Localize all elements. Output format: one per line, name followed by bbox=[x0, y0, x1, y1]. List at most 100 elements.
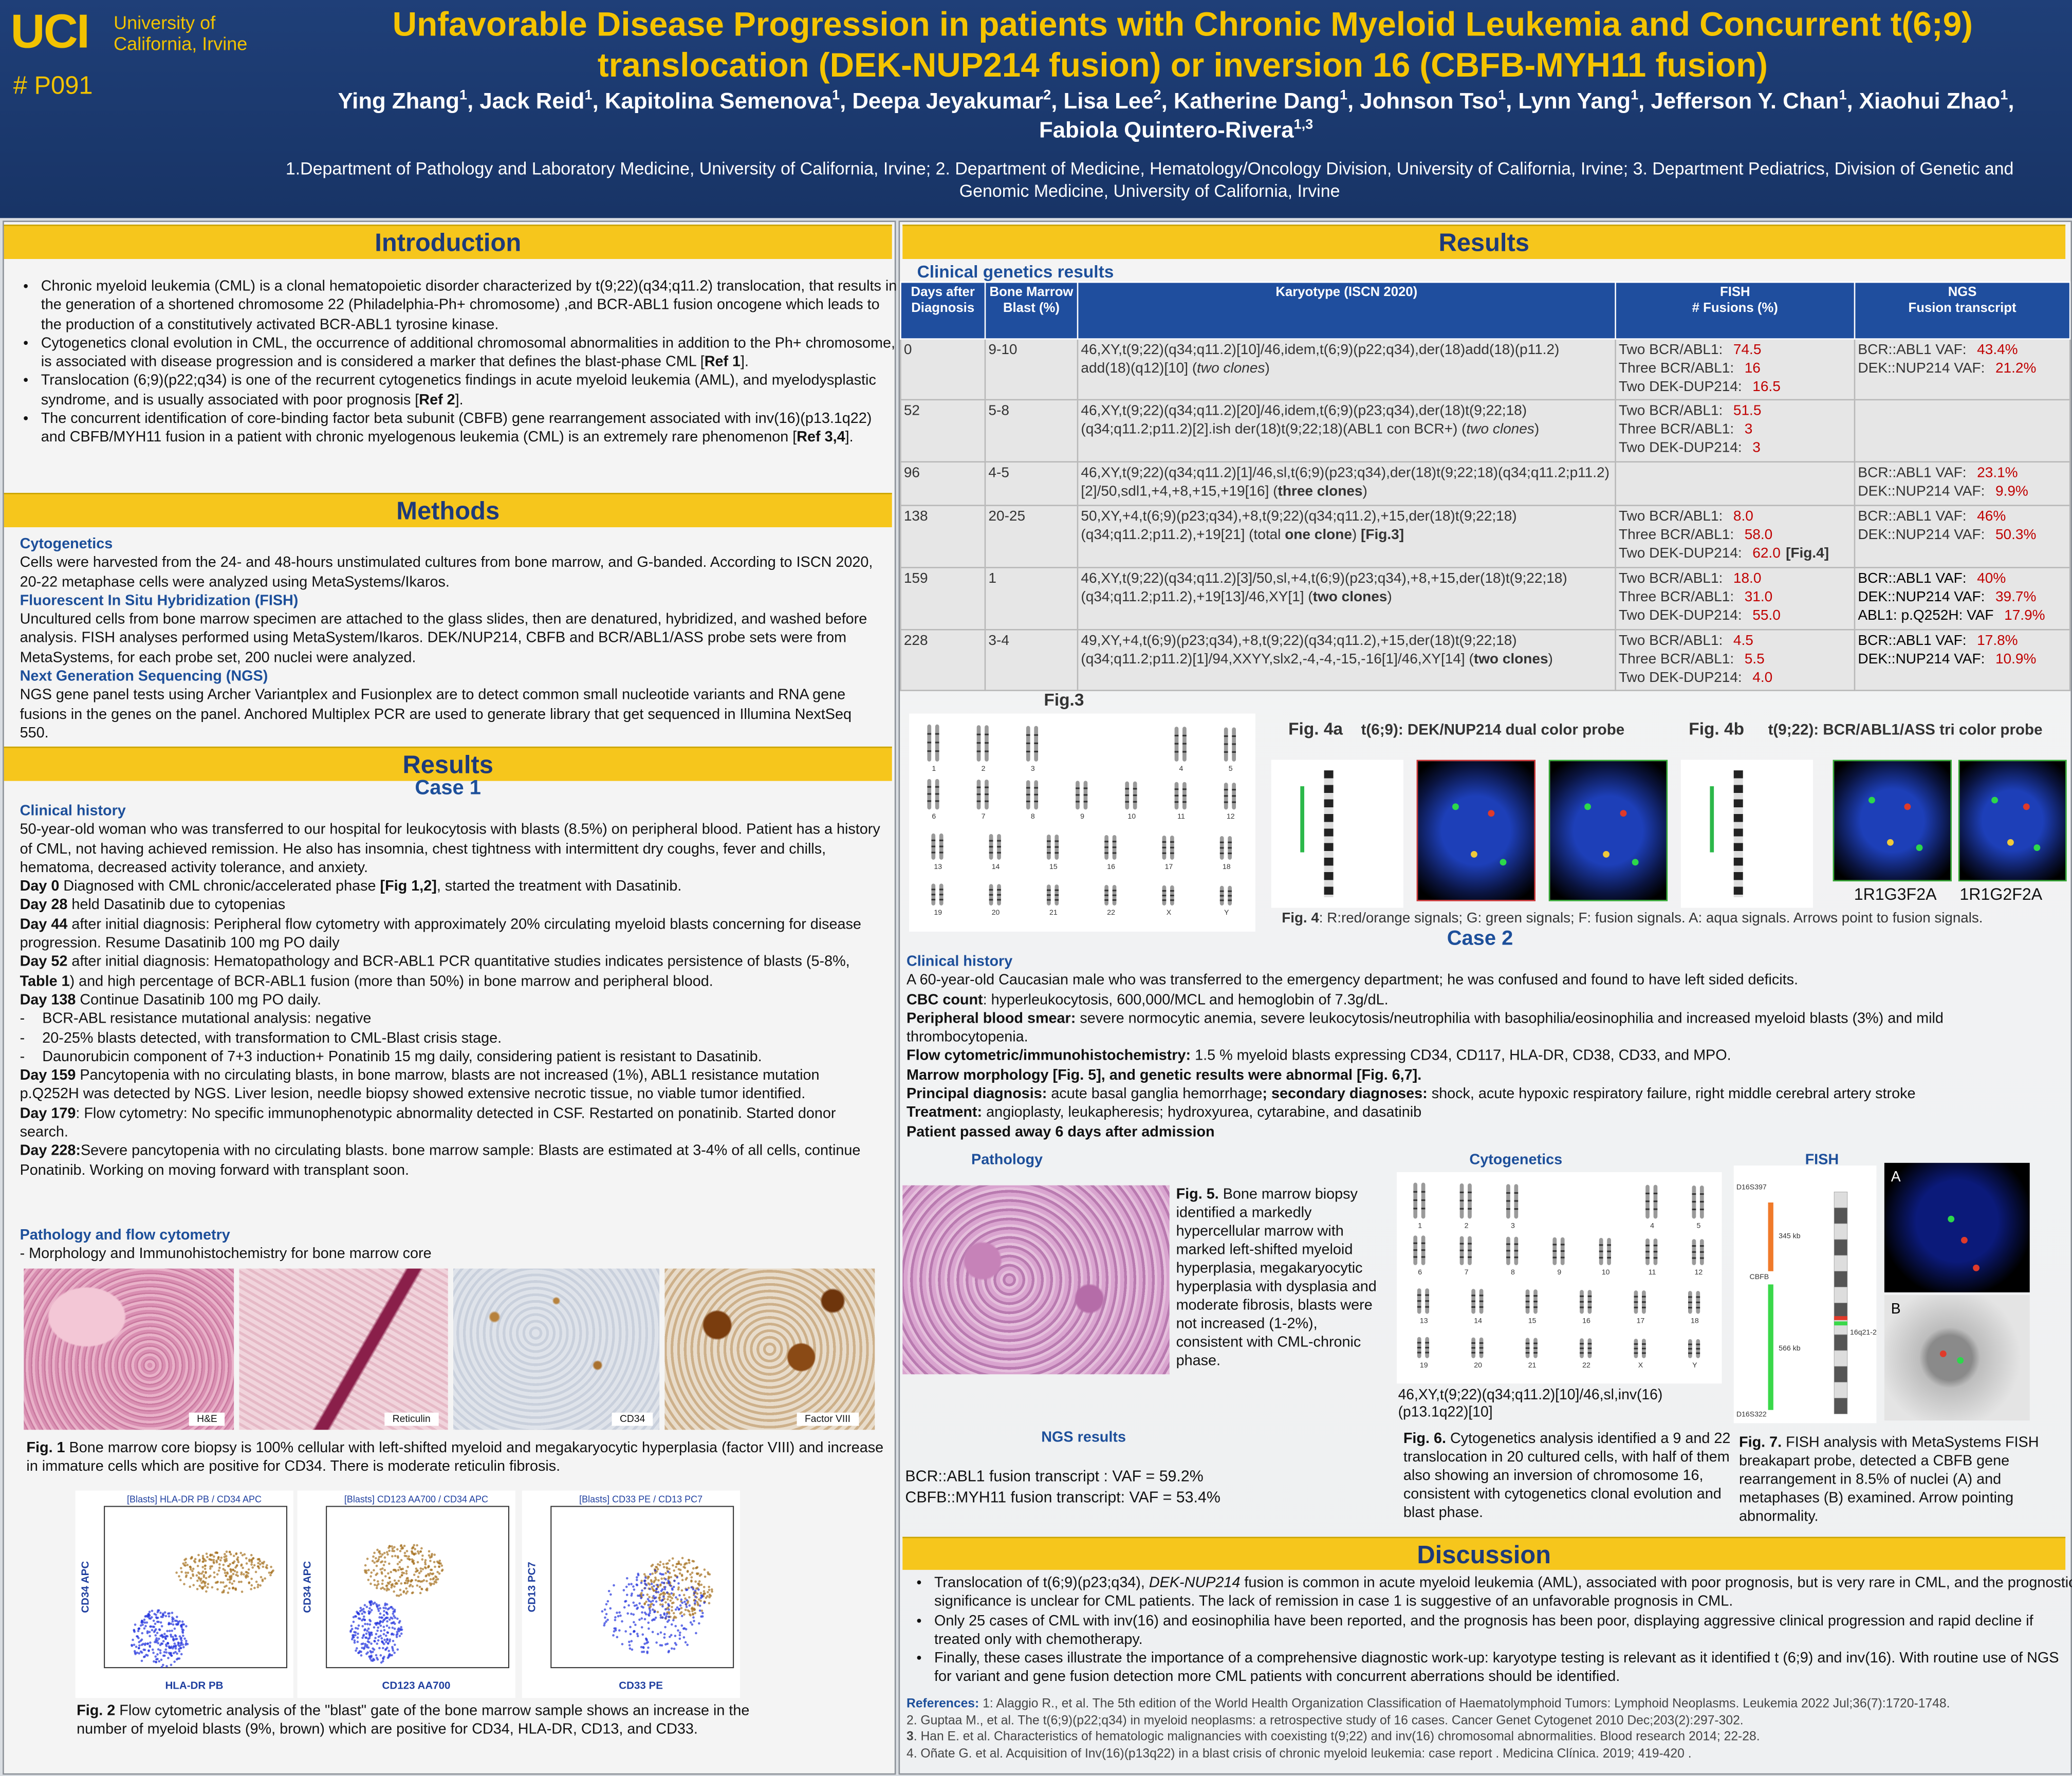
band bbox=[976, 750, 981, 752]
cell: Two BCR/ABL1: 4.5 Three BCR/ABL1: 5.5 Two DE… bbox=[1615, 628, 1856, 692]
event-dot bbox=[364, 1564, 367, 1567]
ideogram bbox=[1680, 760, 1813, 908]
band bbox=[1104, 894, 1108, 896]
event-dot bbox=[663, 1588, 667, 1590]
result-line: BCR::ABL1 VAF: 46% bbox=[1858, 509, 2066, 527]
event-dot bbox=[605, 1620, 607, 1623]
event-dot bbox=[391, 1547, 394, 1550]
event-dot bbox=[680, 1615, 683, 1617]
event-dot bbox=[138, 1646, 140, 1650]
band bbox=[1696, 1352, 1700, 1354]
event-dot bbox=[142, 1656, 145, 1658]
event-dot bbox=[643, 1573, 646, 1576]
event-dot bbox=[672, 1585, 675, 1588]
plot-frame bbox=[104, 1506, 288, 1669]
band bbox=[1224, 795, 1228, 797]
event-dot bbox=[385, 1584, 388, 1587]
event-dot bbox=[178, 1635, 181, 1638]
event-dot bbox=[243, 1553, 246, 1556]
event-dot bbox=[684, 1562, 687, 1565]
event-dot bbox=[368, 1607, 371, 1610]
event-dot bbox=[131, 1644, 134, 1647]
text-b: Marrow morphology [Fig. 5], and genetic … bbox=[906, 1067, 1422, 1084]
band bbox=[1459, 1256, 1464, 1258]
label: Two BCR/ABL1: bbox=[1619, 342, 1723, 358]
event-dot bbox=[170, 1663, 173, 1667]
event-dot bbox=[647, 1627, 650, 1630]
band bbox=[1645, 1208, 1650, 1210]
band bbox=[1232, 795, 1236, 797]
event-dot bbox=[189, 1566, 192, 1569]
event-dot bbox=[660, 1573, 663, 1576]
band bbox=[976, 793, 981, 795]
event-dot bbox=[702, 1590, 706, 1593]
event-dot bbox=[226, 1578, 229, 1581]
text-b: two clones bbox=[1473, 651, 1548, 668]
result-line: Two DEK-DUP214: 62.0 [Fig.4] bbox=[1619, 545, 1852, 563]
chromosome-label: 19 bbox=[1420, 1361, 1428, 1369]
band bbox=[1653, 1192, 1658, 1195]
event-dot bbox=[645, 1638, 648, 1641]
text-sup: 1 bbox=[459, 87, 468, 104]
event-dot bbox=[210, 1559, 213, 1561]
event-dot bbox=[138, 1644, 141, 1647]
label: Two DEK-DUP214: bbox=[1619, 440, 1742, 456]
band bbox=[1642, 1296, 1646, 1298]
event-dot bbox=[192, 1567, 195, 1570]
result-line: Two DEK-DUP214: 55.0 bbox=[1619, 607, 1852, 625]
event-dot bbox=[619, 1614, 622, 1617]
band bbox=[1170, 852, 1174, 854]
text-b: Day 228: bbox=[20, 1143, 81, 1160]
event-dot bbox=[627, 1604, 630, 1607]
band bbox=[1076, 801, 1080, 803]
event-dot bbox=[666, 1642, 669, 1645]
event-dot bbox=[381, 1567, 384, 1570]
event-dot bbox=[435, 1579, 438, 1581]
event-dot bbox=[641, 1651, 643, 1653]
event-dot bbox=[413, 1544, 416, 1547]
event-dot bbox=[688, 1604, 691, 1607]
event-dot bbox=[361, 1636, 364, 1639]
event-dot bbox=[142, 1642, 145, 1645]
event-dot bbox=[440, 1564, 443, 1567]
event-dot bbox=[700, 1609, 704, 1612]
event-dot bbox=[375, 1623, 378, 1626]
event-dot bbox=[650, 1582, 653, 1585]
band bbox=[997, 852, 1001, 854]
event-dot bbox=[668, 1559, 671, 1562]
event-dot bbox=[656, 1584, 659, 1586]
band bbox=[1228, 890, 1232, 892]
event-dot bbox=[638, 1602, 641, 1605]
event-dot bbox=[678, 1634, 681, 1637]
event-dot bbox=[649, 1612, 651, 1615]
event-dot bbox=[357, 1652, 360, 1654]
event-dot bbox=[665, 1615, 668, 1618]
text: : hyperleukocytosis, 600,000/MCL and hem… bbox=[983, 992, 1389, 1008]
paragraph: Day 179: Flow cytometry: No specific imm… bbox=[20, 1104, 882, 1142]
band bbox=[1580, 1343, 1584, 1345]
event-dot bbox=[167, 1657, 170, 1659]
event-dot bbox=[391, 1555, 394, 1558]
event-dot bbox=[384, 1648, 387, 1651]
fish-image bbox=[1548, 760, 1668, 901]
probe-label: 345 kb bbox=[1779, 1231, 1801, 1239]
event-dot bbox=[652, 1599, 654, 1602]
value: 17.9% bbox=[2004, 607, 2045, 623]
event-dot bbox=[250, 1588, 252, 1590]
event-dot bbox=[168, 1612, 171, 1615]
event-dot bbox=[650, 1579, 653, 1582]
band bbox=[1026, 742, 1030, 744]
event-dot bbox=[228, 1581, 231, 1584]
event-dot bbox=[363, 1604, 366, 1606]
event-dot bbox=[667, 1595, 670, 1598]
event-dot bbox=[379, 1634, 382, 1637]
band bbox=[1645, 1200, 1650, 1202]
band bbox=[1560, 1250, 1565, 1252]
event-dot bbox=[376, 1605, 379, 1608]
event-dot bbox=[387, 1650, 391, 1652]
event-dot bbox=[667, 1651, 670, 1654]
event-dot bbox=[657, 1563, 659, 1566]
event-dot bbox=[388, 1549, 391, 1552]
event-dot bbox=[390, 1622, 393, 1624]
